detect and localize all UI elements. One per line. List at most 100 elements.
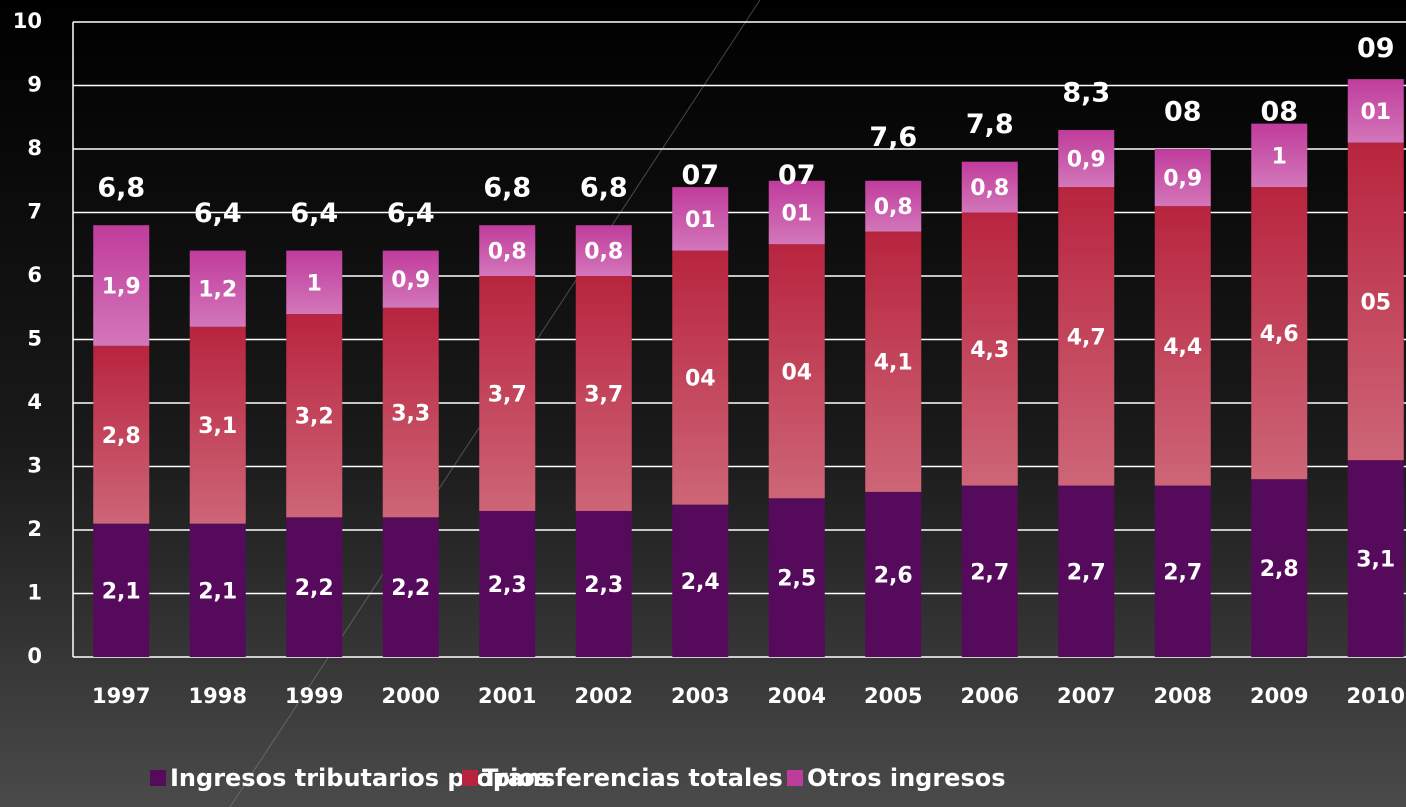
bar-segment xyxy=(479,510,536,657)
total-label: 6,8 xyxy=(97,173,145,204)
legend-label: Ingresos tributarios propios xyxy=(170,764,549,792)
y-tick-label: 2 xyxy=(27,517,42,541)
x-tick-label: 1999 xyxy=(285,684,343,708)
total-label: 6,4 xyxy=(387,198,435,229)
legend-swatch xyxy=(462,770,478,786)
data-label: 0,8 xyxy=(488,240,527,265)
data-label: 05 xyxy=(1360,290,1391,315)
data-label: 2,3 xyxy=(488,573,527,598)
bar-shine xyxy=(286,314,343,518)
total-label: 08 xyxy=(1164,97,1202,128)
x-tick-label: 2009 xyxy=(1250,684,1308,708)
data-label: 0,9 xyxy=(1067,148,1106,173)
data-label: 4,4 xyxy=(1163,335,1202,360)
x-tick-label: 2005 xyxy=(864,684,922,708)
total-label: 8,3 xyxy=(1062,77,1110,108)
data-label: 01 xyxy=(781,202,812,227)
data-label: 2,6 xyxy=(874,563,913,588)
data-label: 2,2 xyxy=(295,576,334,601)
bar-shine xyxy=(93,345,150,524)
x-tick-label: 2001 xyxy=(478,684,536,708)
data-label: 2,1 xyxy=(102,579,141,604)
data-label: 0,8 xyxy=(970,176,1009,201)
x-tick-label: 2008 xyxy=(1154,684,1212,708)
bar-shine xyxy=(672,250,729,505)
bar-shine xyxy=(961,161,1018,213)
y-tick-label: 3 xyxy=(27,454,42,478)
data-label: 0,9 xyxy=(1163,167,1202,192)
data-label: 2,5 xyxy=(777,567,816,592)
x-tick-label: 2002 xyxy=(575,684,633,708)
y-tick-label: 5 xyxy=(27,327,42,351)
total-label: 7,8 xyxy=(966,109,1014,140)
bar-shine xyxy=(382,250,439,308)
data-label: 04 xyxy=(685,367,716,392)
bar-shine xyxy=(1347,79,1404,143)
y-tick-label: 0 xyxy=(27,644,42,668)
bar-shine xyxy=(1251,123,1308,188)
bar-shine xyxy=(1347,142,1404,461)
bar-shine xyxy=(961,212,1018,486)
bar-shine xyxy=(865,180,922,232)
bar-shine xyxy=(479,225,536,276)
bar-shine xyxy=(382,307,439,518)
total-label: 09 xyxy=(1357,33,1395,64)
bar-segment xyxy=(382,517,439,657)
data-label: 0,8 xyxy=(584,240,623,265)
data-label: 1,2 xyxy=(198,278,237,303)
data-label: 2,3 xyxy=(584,573,623,598)
total-label: 6,4 xyxy=(194,198,242,229)
data-label: 3,3 xyxy=(391,402,430,427)
bar-shine xyxy=(865,231,922,492)
data-label: 4,1 xyxy=(874,351,913,376)
total-label: 7,6 xyxy=(869,122,917,153)
x-tick-label: 2000 xyxy=(382,684,440,708)
x-tick-label: 1998 xyxy=(189,684,247,708)
bar-shine xyxy=(93,225,150,346)
legend-label: Otros ingresos xyxy=(807,764,1006,792)
data-label: 3,1 xyxy=(198,414,237,439)
total-label: 08 xyxy=(1260,97,1298,128)
bar-shine xyxy=(672,187,729,251)
bar-shine xyxy=(286,250,343,315)
y-tick-label: 8 xyxy=(27,136,42,160)
data-label: 01 xyxy=(685,208,716,233)
x-tick-label: 1997 xyxy=(92,684,150,708)
data-label: 04 xyxy=(781,360,812,385)
bar-shine xyxy=(768,244,825,499)
data-label: 2,4 xyxy=(681,570,720,595)
total-label: 07 xyxy=(778,160,816,191)
y-tick-label: 4 xyxy=(27,390,42,414)
x-tick-label: 2006 xyxy=(961,684,1019,708)
data-label: 2,7 xyxy=(1067,560,1106,585)
data-label: 3,1 xyxy=(1356,548,1395,573)
data-label: 0,8 xyxy=(874,195,913,220)
y-tick-label: 6 xyxy=(27,263,42,287)
data-label: 4,7 xyxy=(1067,325,1106,350)
bar-segment xyxy=(1058,485,1115,657)
data-label: 4,3 xyxy=(970,338,1009,363)
bar-segment xyxy=(1154,485,1211,657)
bar-segment xyxy=(1347,460,1404,657)
data-label: 2,1 xyxy=(198,579,237,604)
data-label: 2,8 xyxy=(1260,557,1299,582)
data-label: 2,8 xyxy=(102,424,141,449)
x-tick-label: 2003 xyxy=(671,684,729,708)
data-label: 2,2 xyxy=(391,576,430,601)
bar-segment xyxy=(189,523,246,657)
data-label: 1 xyxy=(1272,144,1287,169)
y-tick-label: 1 xyxy=(27,581,42,605)
bar-shine xyxy=(1154,206,1211,486)
data-label: 1 xyxy=(307,271,322,296)
bar-shine xyxy=(479,276,536,511)
total-label: 6,8 xyxy=(580,173,628,204)
bar-segment xyxy=(286,517,343,657)
bar-segment xyxy=(672,504,729,657)
bar-shine xyxy=(575,225,632,276)
x-tick-label: 2004 xyxy=(768,684,826,708)
data-label: 3,2 xyxy=(295,405,334,430)
y-tick-label: 7 xyxy=(27,200,42,224)
bar-segment xyxy=(768,498,825,657)
bar-shine xyxy=(768,180,825,245)
